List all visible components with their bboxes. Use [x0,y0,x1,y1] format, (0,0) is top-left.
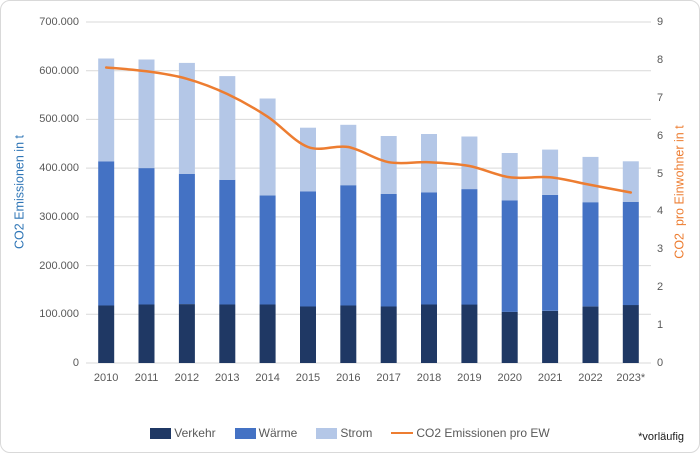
legend-label: Verkehr [174,426,216,440]
line-co2-emissionen-pro-ew [104,66,633,194]
bar-segment-strom [138,59,155,169]
x-axis-tick-label: 2012 [174,372,200,384]
x-axis-tick-label: 2010 [93,372,119,384]
legend-item-strom: Strom [316,426,372,440]
secondary-y-axis-tick-label: 7 [657,91,664,104]
bar-segment-w-rme [219,179,236,305]
bar-segment-w-rme [501,200,518,312]
bar-segment-verkehr [340,305,357,363]
bar-segment-strom [542,149,559,195]
secondary-y-axis-tick-label: 9 [657,16,664,28]
y-axis-tick-label: 500.000 [39,113,79,126]
bar-segment-verkehr [98,305,115,363]
bar-segment-w-rme [178,174,195,305]
bar-segment-w-rme [340,185,357,306]
x-axis-tick-label: 2022 [578,372,603,384]
bar-segment-w-rme [622,201,639,306]
secondary-y-axis-tick-label: 1 [657,319,664,332]
y-axis-tick-label: 600.000 [39,64,79,77]
bar-segment-verkehr [380,306,397,363]
y-axis-tick-label: 100.000 [39,308,79,321]
bar-segment-strom [178,62,195,174]
bar-segment-w-rme [542,194,559,311]
bar-segment-w-rme [300,191,316,307]
bar-segment-strom [98,58,115,162]
bar-segment-verkehr [582,306,599,363]
bar-segment-strom [259,98,276,196]
y-axis-tick-label: 200.000 [39,259,79,272]
x-axis-tick-label: 2016 [336,372,361,384]
legend-color-swatch [234,427,256,439]
secondary-y-axis-tick-label: 5 [657,167,664,180]
legend-item-w-rme: Wärme [234,426,298,440]
y-axis-tick-label: 700.000 [39,16,79,28]
x-axis-tick-label: 2014 [255,372,280,384]
bar-segment-verkehr [542,310,559,363]
y-axis-tick-label: 300.000 [39,210,79,223]
bar-segment-w-rme [259,195,276,305]
bar-segment-w-rme [582,202,599,307]
bar-segment-w-rme [380,194,397,307]
x-axis-tick-label: 2013 [215,372,240,384]
x-axis-tick-label: 2021 [537,372,563,384]
bar-segment-w-rme [98,161,115,306]
legend-label: CO2 Emissionen pro EW [416,426,550,440]
bar-segment-strom [461,136,478,190]
bar-segment-verkehr [300,306,316,363]
secondary-y-axis-tick-label: 4 [657,205,664,218]
bar-segment-w-rme [461,189,478,305]
bar-segment-verkehr [219,304,236,363]
legend-color-swatch [316,427,338,439]
bar-segment-strom [582,156,599,203]
bar-segment-verkehr [461,304,478,363]
x-axis-tick-label: 2020 [497,372,522,384]
legend: Verkehr Wärme Strom CO2 Emissionen pro EW [1,420,699,446]
legend-label: Wärme [258,426,298,440]
bar-segment-verkehr [622,305,639,363]
secondary-y-axis-tick-label: 3 [657,243,664,256]
secondary-y-axis-tick-label: 6 [657,129,664,142]
bar-segment-verkehr [138,304,155,363]
bar-segment-strom [300,127,316,192]
bar-segment-verkehr [178,304,195,363]
x-axis-tick-label: 2011 [134,372,159,384]
secondary-y-axis-tick-label: 8 [657,53,664,66]
legend-item-co2-emissionen-pro-ew: CO2 Emissionen pro EW [391,426,550,440]
bar-segment-verkehr [501,311,518,363]
secondary-y-axis-tick-label: 2 [657,281,664,294]
legend-line-marker [391,431,414,435]
y-axis-tick-label: 400.000 [39,162,79,175]
bar-segment-verkehr [421,304,437,363]
bar-segment-strom [380,136,397,194]
footnote: *vorläufig [638,431,684,443]
bar-segment-w-rme [421,192,437,305]
legend-item-verkehr: Verkehr [150,426,216,440]
bar-segment-strom [622,161,639,202]
x-axis-tick-label: 2018 [416,372,442,384]
secondary-y-axis-tick-label: 0 [657,357,664,369]
x-axis-tick-label: 2023* [616,372,646,384]
legend-color-swatch [150,427,172,439]
bar-segment-verkehr [259,304,276,363]
bar-segment-strom [219,76,236,180]
bar-segment-strom [340,124,357,186]
x-axis-tick-label: 2019 [457,372,482,384]
x-axis-tick-label: 2015 [295,372,321,384]
legend-label: Strom [340,426,373,440]
y-axis-tick-label: 0 [72,357,79,369]
x-axis-tick-label: 2017 [376,372,401,384]
bar-segment-w-rme [138,168,155,305]
